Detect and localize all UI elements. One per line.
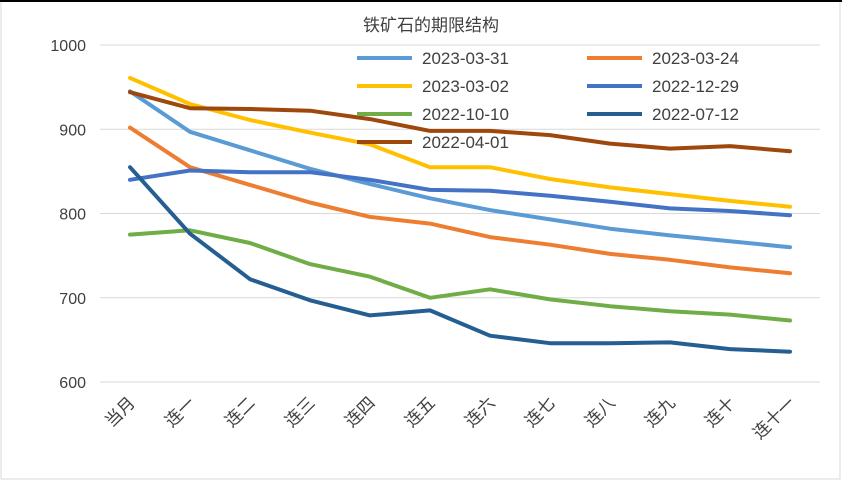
legend-label: 2023-03-24 <box>652 49 739 68</box>
legend-label: 2022-10-10 <box>422 105 509 124</box>
y-tick-label: 600 <box>59 375 86 392</box>
y-tick-label: 800 <box>59 207 86 224</box>
series-lines <box>128 75 792 354</box>
legend-item: 2022-04-01 <box>357 133 509 152</box>
series-line-2022-07-12 <box>128 165 792 354</box>
legend-label: 2022-04-01 <box>422 133 509 152</box>
series-line-2023-03-31 <box>128 89 792 250</box>
legend-item: 2022-07-12 <box>587 105 739 124</box>
chart-title: 铁矿石的期限结构 <box>363 16 499 35</box>
y-tick-label: 700 <box>59 291 86 308</box>
series-line-2022-10-10 <box>128 228 792 323</box>
y-tick-label: 900 <box>59 122 86 139</box>
y-tick-label: 1000 <box>50 38 86 55</box>
legend-label: 2022-07-12 <box>652 105 739 124</box>
series-line-2022-12-29 <box>128 168 792 218</box>
legend: 2023-03-31 2023-03-24 2023-03-02 2022-12-29… <box>357 49 739 152</box>
series-line-2022-04-01 <box>128 90 792 154</box>
series-line-2023-03-24 <box>128 125 792 276</box>
legend-label: 2023-03-31 <box>422 49 509 68</box>
legend-label: 2022-12-29 <box>652 77 739 96</box>
legend-item: 2023-03-31 <box>357 49 509 68</box>
legend-item: 2023-03-24 <box>587 49 739 68</box>
legend-label: 2023-03-02 <box>422 77 509 96</box>
legend-item: 2023-03-02 <box>357 77 509 96</box>
series-line-2023-03-02 <box>128 75 792 209</box>
legend-item: 2022-10-10 <box>357 105 509 124</box>
legend-item: 2022-12-29 <box>587 77 739 96</box>
